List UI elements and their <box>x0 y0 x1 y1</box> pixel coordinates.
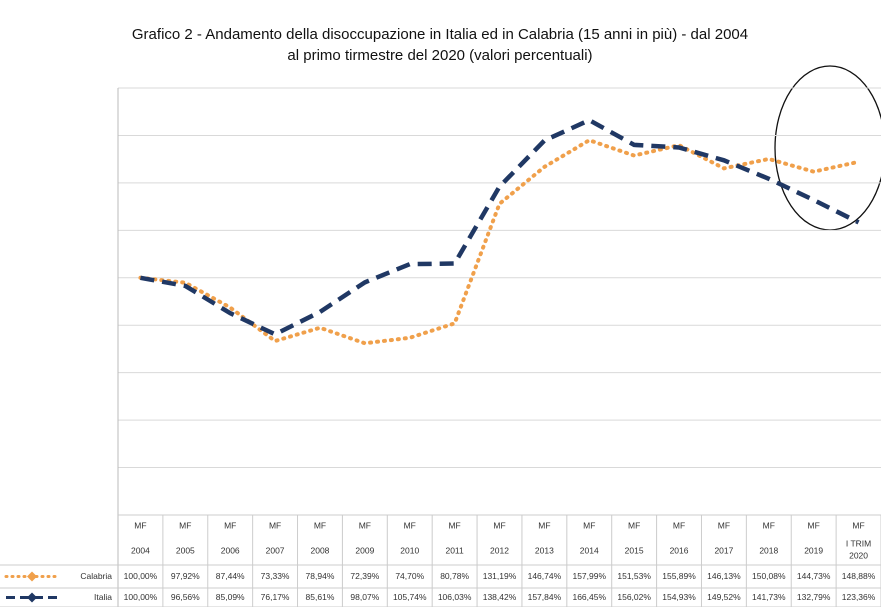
x-tick-label: 2016 <box>670 545 689 555</box>
data-label: 100,00% <box>124 571 158 581</box>
data-label: 100,00% <box>124 592 158 602</box>
x-tick-label: 2004 <box>131 545 150 555</box>
data-label: 157,84% <box>528 592 562 602</box>
x-tick-label: MF <box>493 520 505 530</box>
data-label: 85,61% <box>306 592 335 602</box>
x-tick-label: 2015 <box>625 545 644 555</box>
chart-title: Grafico 2 - Andamento della disoccupazio… <box>132 26 748 43</box>
data-label: 146,74% <box>528 571 562 581</box>
data-label: 74,70% <box>395 571 424 581</box>
x-tick-label: 2005 <box>176 545 195 555</box>
data-label: 96,56% <box>171 592 200 602</box>
x-tick-label: MF <box>763 520 775 530</box>
x-tick-label: 2011 <box>445 545 464 555</box>
x-tick-label: MF <box>314 520 326 530</box>
series-line <box>138 138 861 346</box>
data-label: 156,02% <box>617 592 651 602</box>
data-label: 132,79% <box>797 592 831 602</box>
x-tick-label: MF <box>538 520 550 530</box>
data-label: 105,74% <box>393 592 427 602</box>
x-tick-label: MF <box>718 520 730 530</box>
x-tick-label: MF <box>583 520 595 530</box>
legend-marker <box>27 592 37 603</box>
x-tick-label: MF <box>359 520 371 530</box>
data-label: 148,88% <box>842 571 876 581</box>
data-label: 146,13% <box>707 571 741 581</box>
data-label: 141,73% <box>752 592 786 602</box>
x-tick-label: 2019 <box>804 545 823 555</box>
x-tick-label: 2017 <box>714 545 733 555</box>
x-tick-label: MF <box>404 520 416 530</box>
x-tick-label: 2009 <box>355 545 374 555</box>
legend-label: Italia <box>94 592 112 602</box>
data-label: 72,39% <box>350 571 379 581</box>
data-label: 138,42% <box>483 592 517 602</box>
data-label: 78,94% <box>306 571 335 581</box>
data-label: 76,17% <box>261 592 290 602</box>
legend-label: Calabria <box>80 571 112 581</box>
x-tick-label: 2010 <box>400 545 419 555</box>
data-label: 73,33% <box>261 571 290 581</box>
x-tick-label: 2012 <box>490 545 509 555</box>
x-tick-label: MF <box>673 520 685 530</box>
x-tick-label: 2018 <box>759 545 778 555</box>
data-label: 131,19% <box>483 571 517 581</box>
series-line <box>140 117 860 337</box>
data-label: 98,07% <box>350 592 379 602</box>
x-tick-label: 2006 <box>221 545 240 555</box>
x-tick-label: MF <box>269 520 281 530</box>
legend-marker <box>27 571 37 582</box>
data-label: 85,09% <box>216 592 245 602</box>
x-tick-label: 2007 <box>266 545 285 555</box>
data-label: 144,73% <box>797 571 831 581</box>
x-tick-label: 2014 <box>580 545 599 555</box>
x-tick-label: MF <box>179 520 191 530</box>
x-tick-label: MF <box>628 520 640 530</box>
x-tick-label: 2008 <box>311 545 330 555</box>
data-label: 80,78% <box>440 571 469 581</box>
data-label: 87,44% <box>216 571 245 581</box>
data-label: 155,89% <box>662 571 696 581</box>
x-tick-label: 2013 <box>535 545 554 555</box>
data-label: 154,93% <box>662 592 696 602</box>
x-tick-label: MF <box>852 520 864 530</box>
data-label: 166,45% <box>572 592 606 602</box>
x-tick-label: MF <box>808 520 820 530</box>
x-tick-label: MF <box>134 520 146 530</box>
x-tick-label: MF <box>224 520 236 530</box>
chart-title: al primo tirmestre del 2020 (valori perc… <box>287 47 592 64</box>
x-tick-label: I TRIM <box>846 538 871 548</box>
data-label: 151,53% <box>617 571 651 581</box>
data-label: 106,03% <box>438 592 472 602</box>
data-label: 97,92% <box>171 571 200 581</box>
data-label: 157,99% <box>572 571 606 581</box>
data-label: 150,08% <box>752 571 786 581</box>
data-label: 123,36% <box>842 592 876 602</box>
data-label: 149,52% <box>707 592 741 602</box>
x-tick-label: MF <box>448 520 460 530</box>
x-tick-label: 2020 <box>849 550 868 560</box>
